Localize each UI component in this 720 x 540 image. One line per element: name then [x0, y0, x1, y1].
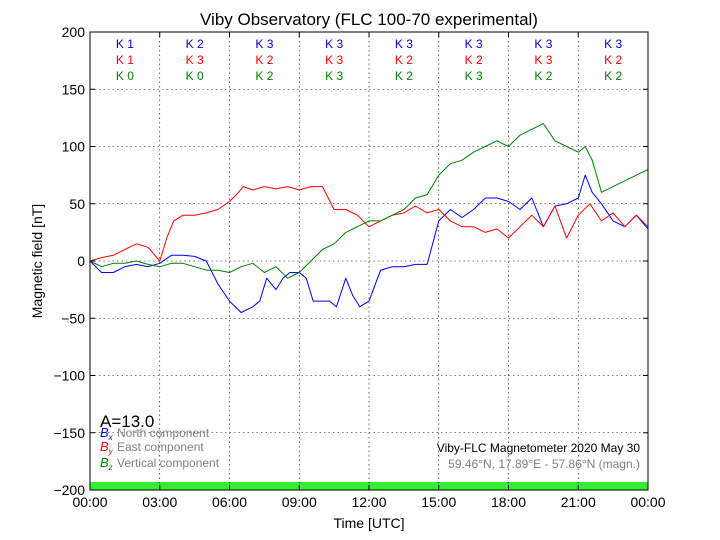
y-tick-label: 200	[62, 24, 86, 40]
y-tick-label: 50	[69, 196, 85, 212]
x-tick-label: 06:00	[212, 494, 247, 510]
legend-label-vertical: Vertical component	[117, 456, 220, 470]
k-index-label: K 3	[534, 53, 552, 67]
k-index-label: K 1	[116, 53, 134, 67]
legend-symbol-by: By	[100, 439, 114, 456]
chart-title: Viby Observatory (FLC 100-70 experimenta…	[200, 10, 538, 29]
x-tick-label: 00:00	[630, 494, 665, 510]
k-index-label: K 3	[255, 37, 273, 51]
k-index-label: K 2	[395, 69, 413, 83]
x-tick-label: 12:00	[351, 494, 386, 510]
k-index-label: K 3	[465, 37, 483, 51]
legend-label-east: East component	[117, 440, 204, 454]
k-index-label: K 3	[604, 37, 622, 51]
y-axis-label: Magnetic field [nT]	[29, 204, 45, 318]
ticks-layer: 00:00 03:00 06:00 09:00 12:00 15:00 18:00 21:00…	[53, 24, 665, 510]
legend: Bx North component By East component Bz …	[100, 425, 220, 472]
k-index-label: K 0	[116, 69, 134, 83]
x-tick-label: 21:00	[561, 494, 596, 510]
k-index-label: K 2	[395, 53, 413, 67]
k-index-label: K 3	[325, 37, 343, 51]
k-index-label: K 3	[534, 37, 552, 51]
series-line-vertical	[89, 123, 649, 279]
instrument-annotation: Viby-FLC Magnetometer 2020 May 30	[437, 441, 641, 455]
series-line-east	[89, 186, 649, 262]
k-index-label: K 1	[116, 37, 134, 51]
series-layer	[89, 123, 649, 313]
k-index-layer: K 1 K 2 K 3 K 3 K 3 K 3 K 3 K 3 K 1 K 3 K 2 K 3 K 2 K…	[116, 37, 623, 83]
coordinates-annotation: 59.46°N, 17.89°E - 57.86°N (magn.)	[448, 457, 640, 471]
k-index-label: K 2	[255, 69, 273, 83]
y-tick-label: −50	[61, 310, 85, 326]
k-index-label: K 3	[325, 69, 343, 83]
k-index-label: K 2	[604, 53, 622, 67]
k-index-label: K 2	[255, 53, 273, 67]
x-tick-label: 18:00	[491, 494, 526, 510]
x-tick-label: 09:00	[282, 494, 317, 510]
a-index-label: A=13.0	[100, 412, 154, 431]
k-index-label: K 2	[604, 69, 622, 83]
k-index-label: K 3	[395, 37, 413, 51]
legend-symbol-bx: Bx	[100, 425, 114, 442]
k-index-label: K 2	[534, 69, 552, 83]
x-tick-label: 03:00	[142, 494, 177, 510]
k-index-label: K 2	[186, 37, 204, 51]
k-index-label: K 0	[186, 69, 204, 83]
y-tick-label: −100	[53, 368, 85, 384]
k-index-label: K 3	[325, 53, 343, 67]
legend-symbol-bz: Bz	[100, 455, 113, 472]
x-axis-label: Time [UTC]	[333, 515, 404, 531]
k-index-label: K 3	[186, 53, 204, 67]
k-index-label: K 3	[465, 69, 483, 83]
y-tick-label: −150	[53, 425, 85, 441]
y-tick-label: −200	[53, 482, 85, 498]
x-tick-label: 15:00	[421, 494, 456, 510]
y-tick-label: 100	[62, 139, 86, 155]
y-tick-label: 150	[62, 81, 86, 97]
x-tick-label: 00:00	[72, 494, 107, 510]
legend-label-north: North component	[117, 426, 210, 440]
k-index-label: K 2	[465, 53, 483, 67]
y-tick-label: 0	[77, 253, 85, 269]
